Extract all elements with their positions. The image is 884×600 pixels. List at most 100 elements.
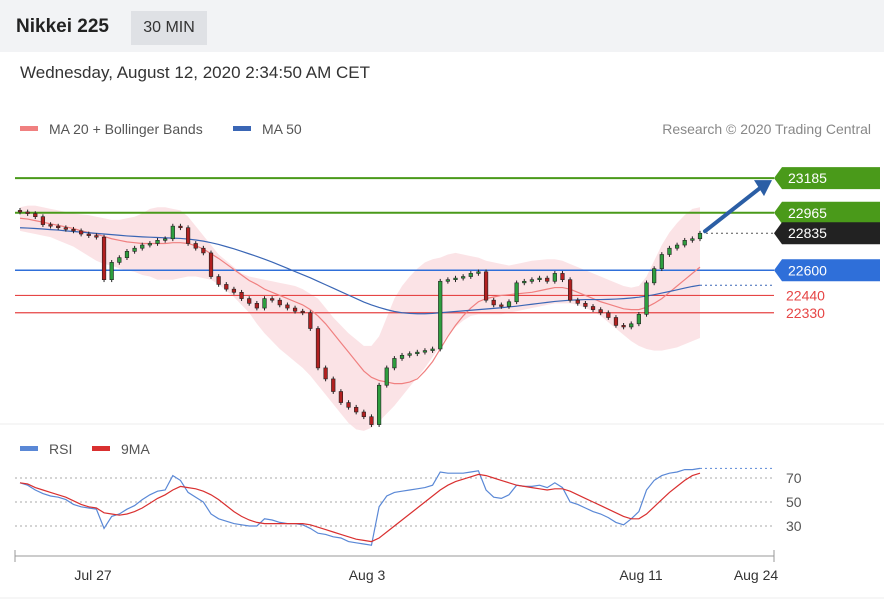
- candle-body-41: [331, 378, 336, 392]
- candle-body-29: [239, 291, 244, 299]
- candle-body-36: [292, 307, 298, 312]
- candle-body-75: [590, 306, 596, 310]
- candle-body-15: [132, 247, 137, 252]
- rsi-tick-70: 70: [786, 470, 802, 486]
- candle-body-9: [86, 233, 91, 236]
- level-label-22965: 22965: [788, 205, 827, 221]
- rsi-tick-50: 50: [786, 494, 802, 510]
- candle-body-71: [560, 273, 565, 280]
- x-tick-3: Aug 24: [734, 567, 779, 583]
- candle-body-4: [48, 224, 53, 227]
- candle-body-13: [117, 257, 122, 263]
- candle-body-77: [606, 312, 611, 318]
- candle-body-42: [338, 391, 343, 403]
- candle-body-73: [575, 299, 580, 304]
- candle-body-89: [697, 232, 703, 240]
- candle-body-70: [552, 273, 557, 282]
- rsi-ma-line: [19, 472, 701, 543]
- candle-body-19: [163, 238, 168, 241]
- candle-body-5: [56, 225, 61, 229]
- candle-body-26: [216, 276, 221, 285]
- candle-body-48: [384, 367, 389, 386]
- target-arrow-shaft: [703, 186, 762, 234]
- candle-body-12: [109, 262, 114, 281]
- legend-label-1: MA 50: [262, 121, 302, 137]
- candle-body-16: [140, 244, 145, 249]
- candle-body-56: [445, 279, 450, 282]
- candle-body-43: [346, 402, 351, 408]
- chart-datetime: Wednesday, August 12, 2020 2:34:50 AM CE…: [20, 63, 370, 82]
- x-tick-2: Aug 11: [619, 567, 663, 583]
- candle-body-72: [568, 279, 573, 301]
- candle-body-24: [201, 247, 206, 254]
- candle-body-76: [598, 309, 603, 314]
- candle-body-8: [79, 230, 84, 235]
- candle-body-32: [262, 298, 267, 309]
- legend-label-0: MA 20 + Bollinger Bands: [49, 121, 203, 137]
- legend-swatch-1: [233, 126, 251, 131]
- candle-body-79: [621, 325, 626, 328]
- candle-body-6: [63, 227, 68, 230]
- candle-body-22: [185, 227, 191, 244]
- candle-body-80: [629, 323, 634, 328]
- candle-body-3: [40, 216, 46, 225]
- candle-body-82: [644, 282, 649, 315]
- candle-body-65: [514, 282, 519, 303]
- candle-body-18: [155, 240, 160, 244]
- level-tag-23185: [774, 167, 880, 190]
- candle-body-33: [270, 298, 275, 301]
- candle-body-2: [33, 213, 38, 218]
- candle-body-40: [323, 367, 328, 380]
- candle-body-31: [254, 303, 259, 309]
- candle-body-34: [277, 299, 282, 306]
- candle-body-39: [315, 328, 321, 369]
- chart-header: Nikkei 225 30 MIN: [0, 0, 884, 52]
- x-tick-0: Jul 27: [74, 567, 112, 583]
- candle-body-38: [308, 312, 313, 329]
- candle-body-10: [94, 235, 99, 238]
- candle-body-62: [491, 299, 496, 306]
- ma50-line: [19, 227, 701, 315]
- level-label-22600: 22600: [788, 262, 827, 278]
- candle-body-67: [529, 279, 535, 282]
- candle-body-88: [690, 238, 695, 241]
- candle-body-57: [453, 277, 458, 280]
- candle-body-84: [659, 254, 664, 269]
- timeframe-button[interactable]: 30 MIN: [131, 11, 207, 45]
- candle-body-59: [468, 273, 473, 277]
- candle-body-7: [71, 229, 76, 232]
- candle-body-21: [178, 225, 183, 229]
- candle-body-35: [285, 304, 290, 309]
- candle-body-83: [652, 268, 657, 284]
- candle-body-30: [247, 298, 252, 304]
- candle-body-63: [499, 304, 504, 307]
- candle-body-17: [147, 243, 152, 246]
- instrument-title: Nikkei 225: [16, 16, 109, 37]
- candle-body-51: [407, 353, 412, 356]
- candle-body-86: [674, 244, 680, 249]
- rsi-legend-label-1: 9MA: [121, 441, 150, 457]
- candle-body-58: [461, 276, 466, 279]
- candle-body-49: [392, 358, 397, 369]
- candle-body-60: [476, 271, 481, 274]
- candle-body-14: [124, 251, 130, 258]
- candle-body-1: [25, 211, 30, 214]
- candle-body-64: [506, 301, 512, 307]
- candle-body-50: [399, 354, 405, 359]
- candle-body-0: [17, 210, 23, 213]
- candle-body-85: [667, 247, 672, 255]
- candle-body-28: [231, 288, 237, 293]
- candle-body-53: [422, 350, 428, 353]
- level-label-22835: 22835: [788, 225, 827, 241]
- rsi-tick-30: 30: [786, 518, 802, 534]
- rsi-line: [19, 467, 701, 546]
- candle-body-81: [636, 314, 641, 325]
- candle-body-52: [415, 351, 420, 355]
- level-label-22330: 22330: [786, 305, 825, 321]
- candle-body-11: [101, 236, 107, 281]
- candle-body-47: [377, 384, 382, 425]
- candle-body-25: [208, 252, 214, 277]
- candle-body-69: [545, 277, 550, 282]
- candle-body-44: [354, 406, 359, 413]
